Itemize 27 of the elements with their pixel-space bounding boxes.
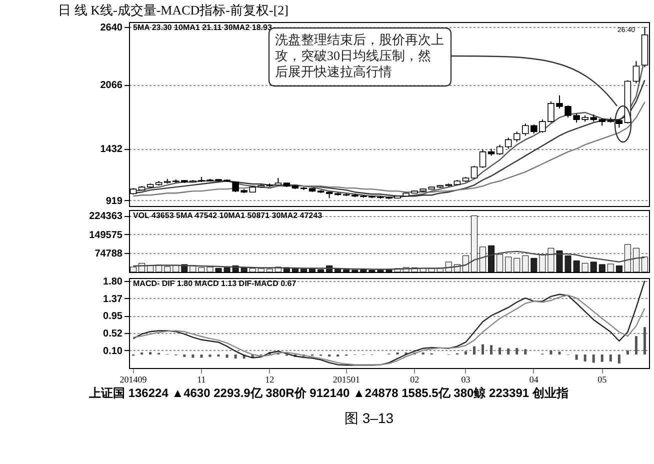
x-tick-label: 05 bbox=[598, 374, 608, 384]
x-tick-label: 04 bbox=[529, 374, 539, 384]
caption: 图 3–13 bbox=[344, 410, 394, 426]
x-tick-label: 201501 bbox=[332, 374, 360, 384]
y-tick-label: 224363 bbox=[89, 211, 123, 222]
y-tick-label: 1.80 bbox=[103, 276, 123, 288]
annotation: MACD- DIF 1.80 MACD 1.13 DIF-MACD 0.67 bbox=[133, 279, 297, 288]
y-tick-label: 2640 bbox=[100, 22, 123, 34]
y-tick-label: 0.52 bbox=[103, 328, 123, 340]
x-tick-label: 201409 bbox=[120, 374, 148, 384]
x-tick-label: 12 bbox=[265, 374, 274, 384]
annotation: 洗盘整理结束后，股价再次上攻，突破30日均线压制，然后展开快速拉高行情 bbox=[275, 32, 444, 79]
annotation: 5MA 23.30 10MA1 21.11 30MA2 18.93 bbox=[133, 23, 272, 32]
y-tick-label: 74788 bbox=[94, 248, 123, 260]
annotation: VOL 43653 5MA 47542 10MA1 50871 30MA2 47243 bbox=[133, 211, 323, 220]
y-tick-label: 0.95 bbox=[103, 311, 123, 322]
y-tick-label: 2066 bbox=[100, 80, 123, 92]
chart-title: 日 线 K线-成交量-MACD指标-前复权-[2] bbox=[58, 2, 289, 18]
y-tick-label: 919 bbox=[106, 196, 123, 207]
x-tick-label: 11 bbox=[197, 374, 206, 384]
x-tick-label: 02 bbox=[410, 374, 420, 384]
y-tick-label: 1.37 bbox=[103, 294, 123, 305]
y-tick-label: 1432 bbox=[100, 144, 123, 156]
x-tick-label: 03 bbox=[461, 374, 471, 384]
y-tick-label: 149575 bbox=[89, 230, 123, 241]
text: 上证国 136224 ▲4630 2293.9亿 380R价 912140 ▲24878 1585.5亿 380鲸 223391 创业指 bbox=[88, 386, 568, 400]
y-tick-label: 0.10 bbox=[103, 346, 123, 357]
